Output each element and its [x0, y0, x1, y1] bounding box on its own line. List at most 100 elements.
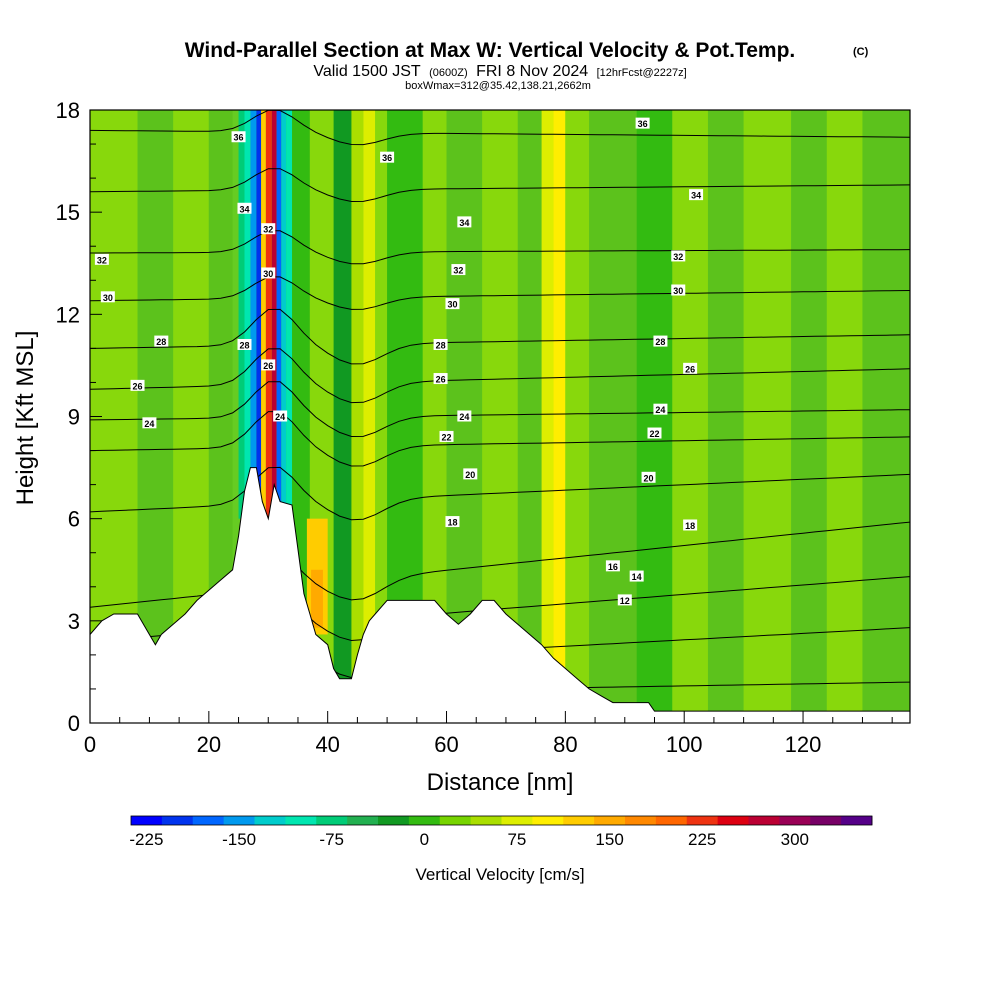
contour-label-27: 22 — [647, 427, 662, 439]
velocity-field — [90, 110, 910, 723]
colorbar — [130, 815, 873, 826]
y-axis: 0 3 6 9 12 15 18 — [56, 98, 102, 736]
contour-label-text: 32 — [453, 266, 463, 276]
contour-label-text: 30 — [103, 293, 113, 303]
velocity-core-6 — [271, 110, 277, 519]
x-tick-label: 60 — [434, 732, 458, 757]
velocity-core-4 — [261, 110, 266, 519]
velocity-core-8 — [281, 110, 287, 519]
y-tick-label: 6 — [68, 507, 80, 532]
colorbar-ticks: -225 -150 -75 0 75 150 225 300 — [129, 830, 809, 849]
contour-label-text: 24 — [459, 412, 469, 422]
contour-label-box — [463, 468, 478, 480]
velocity-band-18 — [589, 110, 637, 723]
velocity-band-20 — [672, 110, 708, 723]
colorbar-swatch — [686, 816, 719, 825]
contour-label-box — [635, 117, 650, 129]
contour-label-22: 24 — [142, 417, 157, 429]
x-tick-label: 0 — [84, 732, 96, 757]
velocity-core-2 — [250, 110, 257, 519]
velocity-band-14 — [517, 110, 542, 723]
contour-label-4: 34 — [457, 216, 472, 228]
velocity-band-15 — [541, 110, 554, 723]
contour-label-12: 30 — [445, 298, 460, 310]
contour-label-text: 26 — [263, 361, 273, 371]
plot-area — [90, 110, 910, 723]
contour-label-text: 24 — [144, 419, 154, 429]
contour-label-text: 32 — [263, 225, 273, 235]
colorbar-tick-label: -225 — [129, 830, 163, 849]
colorbar-swatch — [655, 816, 688, 825]
contour-label-text: 14 — [632, 572, 642, 582]
colorbar-swatch — [408, 816, 441, 825]
y-tick-label: 12 — [56, 302, 80, 327]
colorbar-tick-label: 75 — [507, 830, 526, 849]
velocity-band-23 — [791, 110, 827, 723]
copyright-mark: (C) — [853, 46, 869, 58]
contour-label-6: 32 — [94, 253, 109, 265]
contour-label-17: 28 — [653, 335, 668, 347]
velocity-band-19 — [636, 110, 673, 723]
velocity-band-1 — [137, 110, 174, 723]
contour-label-text: 18 — [447, 518, 457, 528]
contour-label-box — [445, 298, 460, 310]
contour-label-25: 24 — [653, 403, 668, 415]
contour-label-text: 24 — [275, 412, 285, 422]
contour-label-19: 26 — [261, 359, 276, 371]
contour-label-box — [605, 560, 620, 572]
contour-label-text: 20 — [465, 470, 475, 480]
contour-label-box — [683, 362, 698, 374]
velocity-band-25 — [862, 110, 910, 723]
contour-labels: 36 36 36 34 34 34 32 32 32 32 30 30 30 30 28 28 28 28 26 26… — [94, 117, 704, 606]
theta-contour-28 — [90, 308, 910, 365]
contour-label-text: 16 — [608, 562, 618, 572]
velocity-band-7 — [351, 110, 364, 723]
x-tick-label: 120 — [785, 732, 822, 757]
colorbar-swatch — [161, 816, 194, 825]
contour-label-text: 28 — [655, 337, 665, 347]
theta-contour-26 — [90, 348, 910, 404]
contour-label-text: 30 — [263, 269, 273, 279]
chart-subtitle: Valid 1500 JST (0600Z) FRI 8 Nov 2024 [1… — [313, 63, 686, 80]
colorbar-swatch — [378, 816, 410, 825]
contour-label-box — [671, 250, 686, 262]
contour-label-24: 24 — [457, 410, 472, 422]
x-axis: 0 20 40 60 80 100 120 — [84, 711, 893, 757]
colorbar-tick-label: 225 — [688, 830, 716, 849]
y-tick-label: 3 — [68, 609, 80, 634]
contour-label-text: 28 — [156, 337, 166, 347]
contour-label-text: 18 — [685, 521, 695, 531]
contour-label-16: 28 — [433, 338, 448, 350]
contour-label-text: 28 — [436, 340, 446, 350]
contour-label-text: 34 — [691, 191, 701, 201]
colorbar-swatch — [254, 816, 286, 825]
contour-label-box — [273, 410, 288, 422]
contour-label-box — [653, 403, 668, 415]
colorbar-swatch — [439, 816, 472, 825]
theta-contour-24 — [90, 381, 910, 438]
velocity-core-3 — [256, 110, 262, 519]
contour-label-29: 20 — [641, 471, 656, 483]
contour-label-text: 24 — [655, 405, 665, 415]
colorbar-swatch — [779, 816, 811, 825]
velocity-band-8 — [363, 110, 376, 723]
velocity-lowlevel-core — [311, 569, 323, 628]
colorbar-swatch — [192, 816, 225, 825]
theta-contour-30 — [90, 276, 910, 310]
contour-label-21: 26 — [683, 362, 698, 374]
colorbar-swatch — [316, 816, 348, 825]
x-tick-label: 40 — [315, 732, 339, 757]
contour-label-box — [629, 570, 644, 582]
contour-label-1: 36 — [380, 151, 395, 163]
contour-label-box — [641, 471, 656, 483]
contour-label-box — [100, 291, 115, 303]
velocity-band-6 — [333, 110, 352, 723]
contour-label-box — [457, 216, 472, 228]
contour-label-text: 12 — [620, 596, 630, 606]
contour-label-box — [445, 516, 460, 528]
contour-label-31: 18 — [683, 519, 698, 531]
theta-contour-36 — [90, 110, 910, 146]
contour-label-box — [142, 417, 157, 429]
x-axis-label: Distance [nm] — [427, 769, 574, 796]
